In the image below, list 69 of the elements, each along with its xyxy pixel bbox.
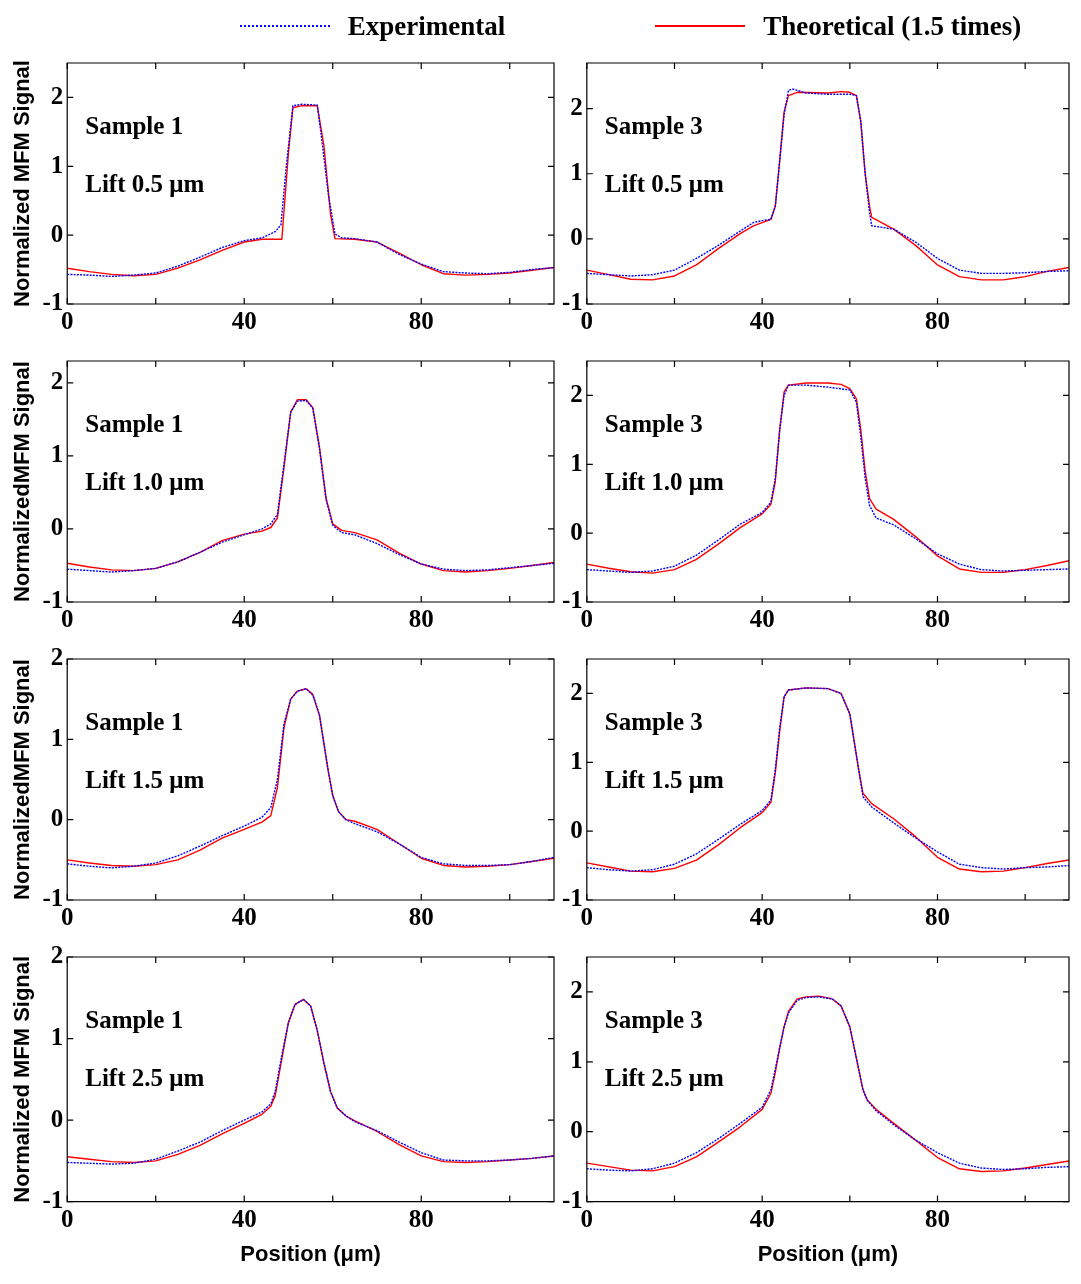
x-tick-label: 80	[925, 605, 950, 633]
x-tick-label: 80	[408, 1205, 434, 1233]
line-series	[67, 399, 554, 573]
x-axis-title: Position (μm)	[240, 1240, 381, 1266]
y-tick-label: 0	[570, 517, 583, 545]
x-tick-label: 40	[749, 1205, 775, 1233]
y-tick-label: -1	[562, 586, 583, 614]
x-tick-label: 80	[408, 903, 434, 931]
annotation: Sample 3	[604, 1006, 703, 1034]
x-tick-label: 80	[925, 1205, 950, 1233]
annotation: Lift 0.5 μm	[604, 170, 725, 198]
x-tick-label: 40	[749, 307, 775, 335]
annotation: Lift 2.5 μm	[604, 1064, 725, 1092]
y-axis-title: NormalizedMFM Signal	[9, 361, 35, 602]
x-tick-label: 80	[925, 903, 950, 931]
y-tick-label: 0	[50, 219, 64, 247]
y-tick-label: -1	[562, 288, 583, 316]
y-tick-label: 1	[50, 150, 64, 178]
y-tick-label: 1	[50, 1022, 64, 1050]
y-tick-label: 2	[50, 643, 64, 671]
x-tick-label: 40	[231, 903, 257, 931]
y-axis-title: Normalized MFM Signal	[9, 60, 35, 307]
y-tick-label: 1	[50, 440, 64, 468]
y-axis-title: Normalized MFM Signal	[9, 955, 35, 1203]
x-tick-label: 40	[231, 1205, 257, 1233]
y-tick-label: 1	[570, 158, 583, 186]
y-tick-label: 0	[570, 223, 583, 251]
y-tick-label: 0	[50, 804, 64, 832]
y-tick-label: -1	[562, 884, 583, 912]
annotation: Lift 1.5 μm	[85, 766, 205, 794]
y-tick-label: 1	[50, 723, 64, 751]
x-tick-label: 40	[749, 903, 775, 931]
annotation: Sample 3	[604, 410, 703, 438]
annotation: Sample 1	[85, 1006, 184, 1034]
annotation: Lift 0.5 μm	[85, 170, 205, 198]
annotation: Sample 3	[604, 112, 703, 140]
x-tick-label: 40	[231, 307, 257, 335]
y-tick-label: 1	[570, 448, 583, 476]
y-tick-label: 1	[570, 746, 583, 774]
y-tick-label: 2	[570, 93, 583, 121]
y-tick-label: 2	[50, 367, 64, 395]
x-tick-label: 80	[925, 307, 950, 335]
annotation: Sample 1	[85, 112, 184, 140]
y-tick-label: 0	[570, 815, 583, 843]
y-axis-title: NormalizedMFM Signal	[9, 659, 35, 900]
annotation: Lift 1.0 μm	[604, 468, 725, 496]
y-tick-label: 2	[570, 677, 583, 705]
y-tick-label: 0	[50, 1104, 64, 1132]
y-tick-label: 2	[570, 379, 583, 407]
legend-label: Experimental	[347, 10, 506, 42]
annotation: Sample 3	[604, 708, 703, 736]
y-tick-label: 2	[50, 941, 64, 969]
y-tick-label: 2	[570, 976, 583, 1004]
annotation: Lift 1.0 μm	[85, 468, 205, 496]
x-axis-title: Position (μm)	[757, 1240, 899, 1266]
y-tick-label: 2	[50, 81, 64, 109]
y-tick-label: 0	[50, 513, 64, 541]
annotation: Sample 1	[85, 708, 184, 736]
y-tick-label: 0	[570, 1116, 583, 1144]
annotation: Lift 2.5 μm	[85, 1064, 205, 1092]
x-tick-label: 80	[408, 605, 434, 633]
y-tick-label: 1	[570, 1046, 583, 1074]
x-tick-label: 80	[408, 307, 434, 335]
annotation: Lift 1.5 μm	[604, 766, 725, 794]
y-tick-label: -1	[562, 1186, 583, 1214]
x-tick-label: 40	[231, 605, 257, 633]
x-tick-label: 40	[749, 605, 775, 633]
annotation: Sample 1	[85, 410, 184, 438]
legend-label: Theoretical (1.5 times)	[763, 10, 1022, 42]
